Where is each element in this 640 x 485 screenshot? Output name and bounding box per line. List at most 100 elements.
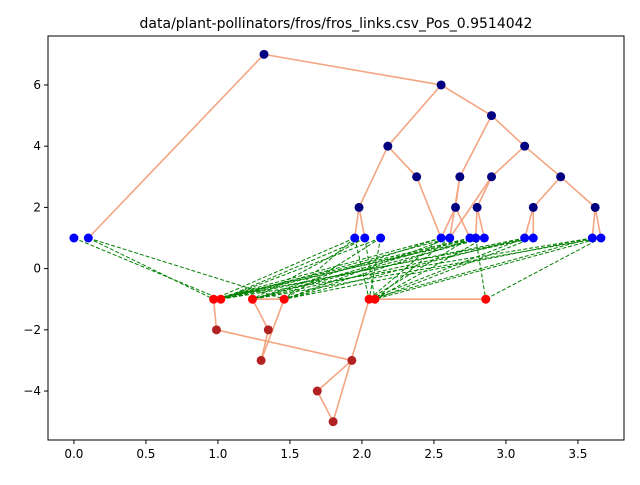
data-point — [279, 294, 289, 304]
link-edge — [213, 237, 442, 300]
data-point — [528, 202, 538, 212]
data-point — [587, 233, 597, 243]
link-edge — [252, 237, 485, 300]
data-point — [383, 141, 393, 151]
link-edge — [368, 237, 525, 300]
link-edge — [220, 237, 450, 300]
data-point — [479, 233, 489, 243]
tree-edge — [490, 114, 526, 147]
x-tick-label: 0.5 — [136, 447, 155, 461]
data-point — [350, 233, 360, 243]
link-edge — [220, 237, 476, 300]
tree-edge — [212, 299, 218, 330]
data-point — [412, 172, 422, 182]
tree-edge — [524, 145, 562, 178]
link-edge — [213, 237, 534, 300]
link-edge — [364, 237, 376, 300]
link-edge — [220, 237, 365, 300]
tree-edge — [490, 145, 526, 178]
tree-edge — [474, 207, 478, 239]
link-edge — [284, 237, 476, 300]
x-tick-label: 3.0 — [496, 447, 515, 461]
y-tick-label: 6 — [33, 78, 41, 92]
data-point — [376, 233, 386, 243]
data-point — [436, 80, 446, 90]
link-edge — [213, 237, 485, 300]
tree-edge — [358, 207, 366, 239]
data-point — [472, 202, 482, 212]
tree-edge — [560, 176, 596, 208]
data-point — [455, 172, 465, 182]
link-edge — [283, 237, 450, 300]
link-edge — [88, 237, 214, 300]
link-edge — [220, 237, 593, 300]
data-point — [216, 294, 226, 304]
x-tick-label: 0.0 — [64, 447, 83, 461]
x-tick-label: 3.5 — [568, 447, 587, 461]
data-point — [520, 141, 530, 151]
tree-edge — [532, 176, 562, 208]
data-point — [328, 417, 338, 427]
link-edge — [213, 237, 471, 300]
tree-edge — [387, 145, 418, 178]
tree-edge — [459, 115, 493, 178]
link-edge — [252, 237, 366, 300]
y-tick-label: 2 — [33, 200, 41, 214]
links-layer — [73, 237, 602, 300]
tree-edge — [415, 176, 442, 239]
link-edge — [485, 237, 602, 300]
tree-edge — [387, 84, 442, 147]
link-edge — [283, 237, 356, 300]
link-edge — [252, 237, 602, 300]
tree-edge — [476, 207, 486, 239]
link-edge — [374, 237, 534, 300]
data-point — [211, 325, 221, 335]
tree-edge — [440, 84, 492, 117]
x-tick-label: 2.5 — [424, 447, 443, 461]
data-point — [471, 233, 481, 243]
data-point — [528, 233, 538, 243]
y-tick-label: 0 — [33, 262, 41, 276]
link-edge — [283, 237, 381, 300]
link-edge — [374, 237, 451, 300]
link-edge — [213, 237, 355, 300]
data-point — [259, 49, 269, 59]
tree-edge — [594, 207, 602, 239]
tree-edge — [523, 207, 535, 239]
tree-edge — [251, 298, 270, 331]
data-point — [445, 233, 455, 243]
data-point — [256, 355, 266, 365]
data-point — [347, 355, 357, 365]
link-edge — [220, 237, 381, 300]
link-edge — [368, 237, 593, 300]
data-point — [481, 294, 491, 304]
tree-edge — [87, 53, 265, 239]
y-tick-label: 4 — [33, 139, 41, 153]
link-edge — [354, 237, 370, 300]
link-edge — [220, 237, 525, 300]
tree-edge — [263, 53, 442, 86]
x-tick-label: 2.0 — [352, 447, 371, 461]
data-point — [487, 111, 497, 121]
link-edge — [88, 237, 285, 300]
nodes-layer — [69, 49, 606, 427]
data-point — [360, 233, 370, 243]
data-point — [590, 202, 600, 212]
data-point — [520, 233, 530, 243]
tree-edges-layer — [87, 53, 602, 423]
x-tick-label: 1.0 — [208, 447, 227, 461]
data-point — [370, 294, 380, 304]
plot-frame — [47, 35, 625, 441]
tree-edge — [449, 176, 493, 239]
tree-edge — [476, 176, 493, 208]
data-point — [69, 233, 79, 243]
data-point — [247, 294, 257, 304]
x-tick-label: 1.5 — [280, 447, 299, 461]
data-point — [451, 202, 461, 212]
x-axis: 0.0 0.5 1.0 1.5 2.0 2.5 3.0 3.5 — [64, 440, 587, 461]
data-point — [436, 233, 446, 243]
tree-edge — [316, 359, 353, 392]
tree-edge — [353, 207, 360, 239]
data-point — [596, 233, 606, 243]
data-point — [354, 202, 364, 212]
